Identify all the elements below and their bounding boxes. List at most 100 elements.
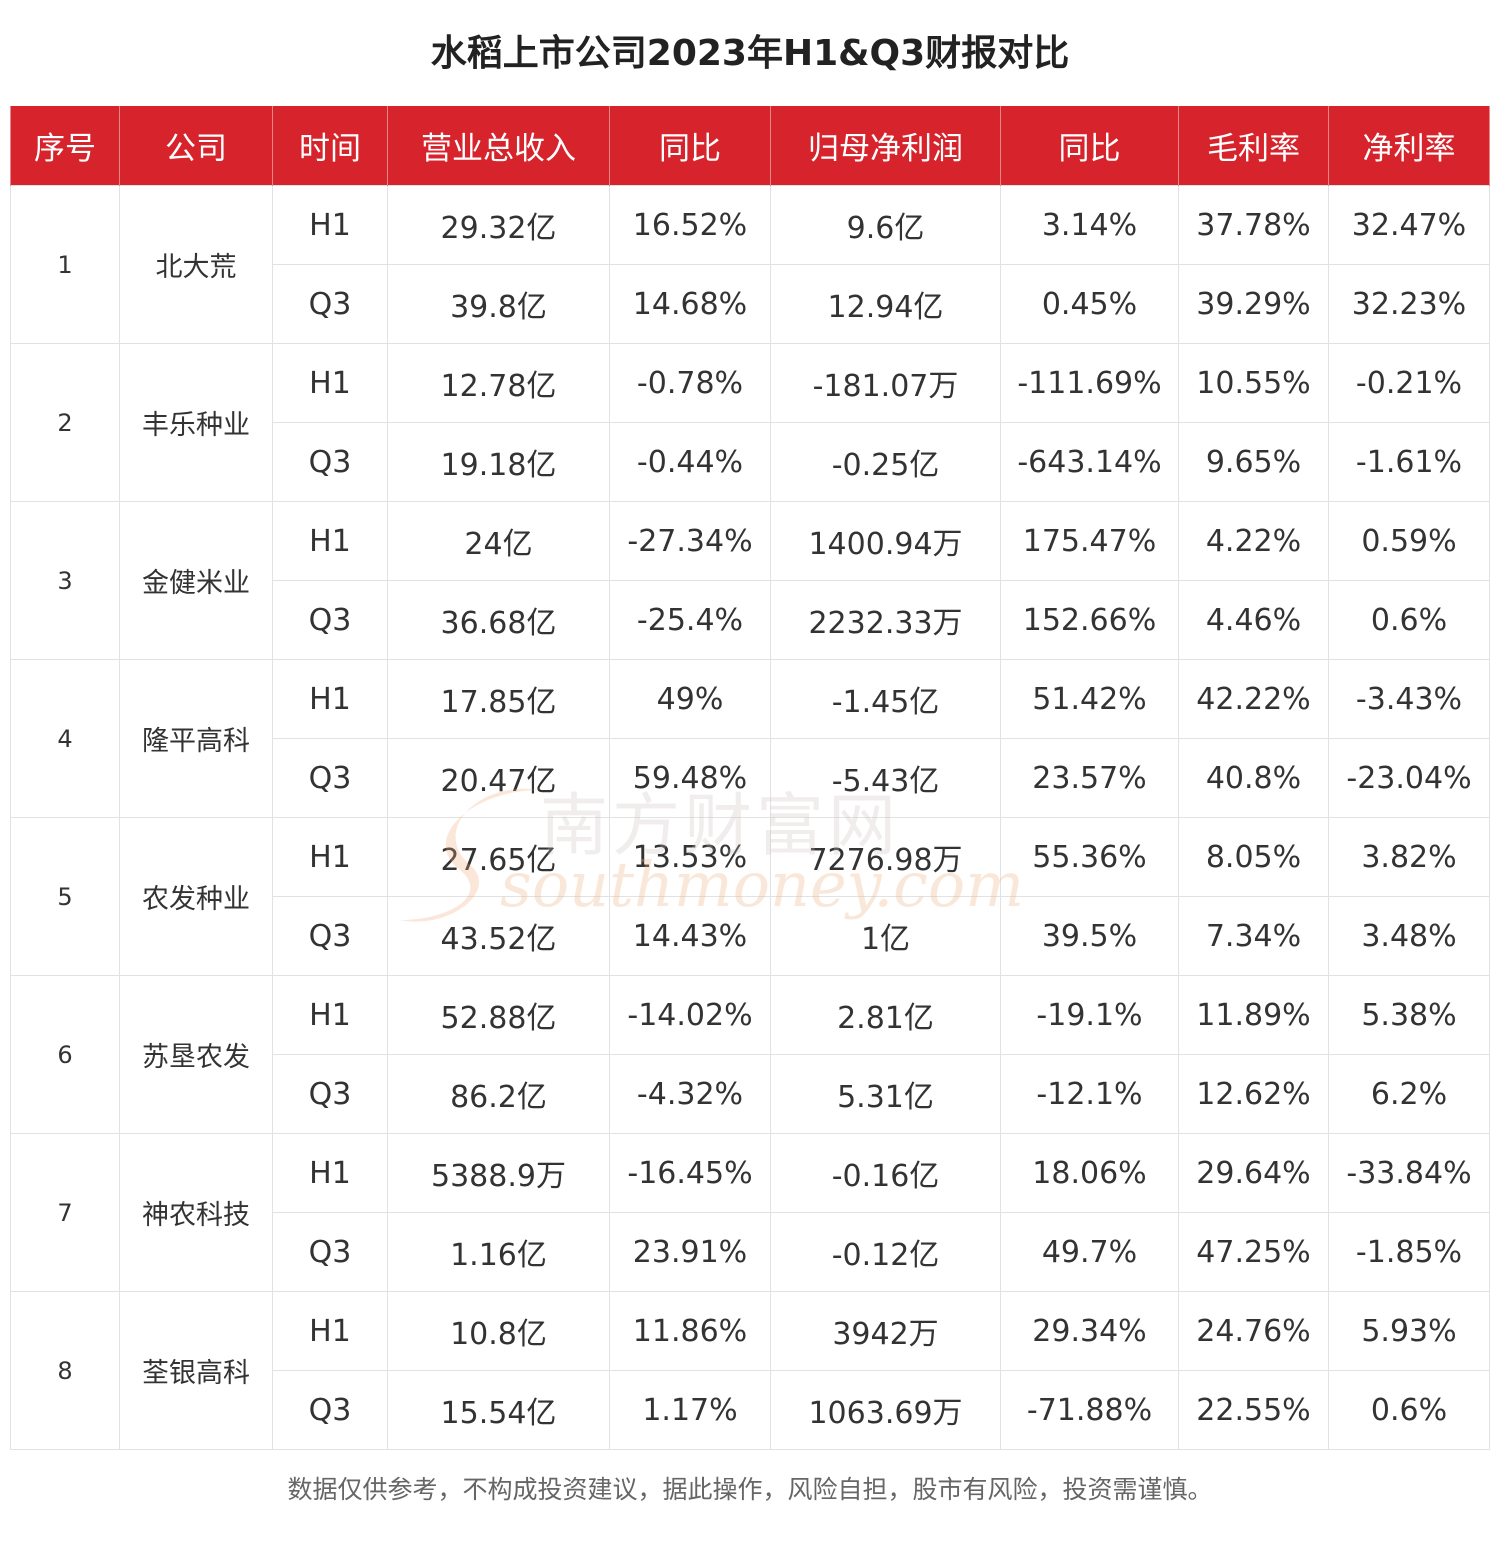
cell-net-margin: 32.47% [1328, 185, 1490, 265]
cell-company: 农发种业 [119, 817, 273, 976]
cell-net-profit: -0.25亿 [770, 422, 1001, 502]
cell-revenue-yoy: 14.68% [609, 264, 771, 344]
cell-gross-margin: 4.22% [1178, 501, 1329, 581]
cell-time: Q3 [272, 580, 388, 660]
cell-revenue: 15.54亿 [387, 1370, 610, 1450]
header-net-margin: 净利率 [1328, 106, 1490, 186]
cell-time: H1 [272, 1133, 388, 1213]
cell-revenue-yoy: -16.45% [609, 1133, 771, 1213]
cell-time: H1 [272, 817, 388, 897]
cell-revenue-yoy: -0.44% [609, 422, 771, 502]
cell-net-margin: 5.93% [1328, 1291, 1490, 1371]
header-seq: 序号 [10, 106, 120, 186]
cell-net-margin: 3.82% [1328, 817, 1490, 897]
cell-revenue-yoy: 11.86% [609, 1291, 771, 1371]
cell-revenue: 19.18亿 [387, 422, 610, 502]
cell-gross-margin: 8.05% [1178, 817, 1329, 897]
cell-net-margin: -1.61% [1328, 422, 1490, 502]
cell-revenue: 52.88亿 [387, 975, 610, 1055]
cell-profit-yoy: 55.36% [1000, 817, 1179, 897]
cell-net-margin: 32.23% [1328, 264, 1490, 344]
table-row: Q3 36.68亿 -25.4% 2232.33万 152.66% 4.46% 0.6% [11, 580, 1490, 660]
cell-profit-yoy: 18.06% [1000, 1133, 1179, 1213]
cell-gross-margin: 29.64% [1178, 1133, 1329, 1213]
cell-profit-yoy: 175.47% [1000, 501, 1179, 581]
cell-revenue: 29.32亿 [387, 185, 610, 265]
cell-profit-yoy: 51.42% [1000, 659, 1179, 739]
cell-time: H1 [272, 343, 388, 423]
cell-revenue-yoy: 49% [609, 659, 771, 739]
cell-revenue-yoy: 23.91% [609, 1212, 771, 1292]
cell-net-profit: 9.6亿 [770, 185, 1001, 265]
table-row: 5 农发种业 H1 27.65亿 13.53% 7276.98万 55.36% 8.05% 3.… [10, 817, 1490, 976]
header-gross-margin: 毛利率 [1178, 106, 1329, 186]
header-company: 公司 [119, 106, 273, 186]
cell-net-profit: -1.45亿 [770, 659, 1001, 739]
cell-revenue: 39.8亿 [387, 264, 610, 344]
cell-net-margin: -23.04% [1328, 738, 1490, 818]
cell-time: Q3 [272, 1212, 388, 1292]
cell-gross-margin: 22.55% [1178, 1370, 1329, 1450]
cell-gross-margin: 24.76% [1178, 1291, 1329, 1371]
cell-profit-yoy: -71.88% [1000, 1370, 1179, 1450]
table-row: Q3 19.18亿 -0.44% -0.25亿 -643.14% 9.65% -1.61% [11, 422, 1490, 502]
table-row: 3 金健米业 H1 24亿 -27.34% 1400.94万 175.47% 4.22% 0.5… [10, 501, 1490, 660]
cell-net-profit: -181.07万 [770, 343, 1001, 423]
cell-revenue: 17.85亿 [387, 659, 610, 739]
cell-net-profit: -0.16亿 [770, 1133, 1001, 1213]
cell-revenue-yoy: -0.78% [609, 343, 771, 423]
cell-net-margin: -0.21% [1328, 343, 1490, 423]
cell-profit-yoy: 152.66% [1000, 580, 1179, 660]
cell-net-profit: 5.31亿 [770, 1054, 1001, 1134]
cell-revenue: 27.65亿 [387, 817, 610, 897]
cell-company: 苏垦农发 [119, 975, 273, 1134]
cell-revenue: 24亿 [387, 501, 610, 581]
cell-revenue-yoy: 1.17% [609, 1370, 771, 1450]
cell-net-profit: 3942万 [770, 1291, 1001, 1371]
cell-profit-yoy: 23.57% [1000, 738, 1179, 818]
cell-gross-margin: 7.34% [1178, 896, 1329, 976]
cell-net-margin: 0.6% [1328, 580, 1490, 660]
cell-time: H1 [272, 975, 388, 1055]
cell-net-margin: 0.6% [1328, 1370, 1490, 1450]
table-row: 2 丰乐种业 H1 12.78亿 -0.78% -181.07万 -111.69% 10.55… [10, 343, 1490, 502]
table-row: 1 北大荒 H1 29.32亿 16.52% 9.6亿 3.14% 37.78% 32.47% [10, 185, 1490, 344]
financial-comparison-table: 序号 公司 时间 营业总收入 同比 归母净利润 同比 毛利率 净利率 1 北大荒 H… [10, 106, 1490, 1450]
cell-seq: 8 [10, 1291, 120, 1450]
cell-time: Q3 [272, 422, 388, 502]
cell-seq: 1 [10, 185, 120, 344]
cell-company: 金健米业 [119, 501, 273, 660]
cell-gross-margin: 42.22% [1178, 659, 1329, 739]
cell-net-profit: 1063.69万 [770, 1370, 1001, 1450]
cell-gross-margin: 37.78% [1178, 185, 1329, 265]
cell-revenue-yoy: -25.4% [609, 580, 771, 660]
cell-net-margin: -1.85% [1328, 1212, 1490, 1292]
cell-company: 神农科技 [119, 1133, 273, 1292]
cell-company: 隆平高科 [119, 659, 273, 818]
cell-revenue-yoy: 59.48% [609, 738, 771, 818]
cell-net-profit: 1亿 [770, 896, 1001, 976]
table-header-row: 序号 公司 时间 营业总收入 同比 归母净利润 同比 毛利率 净利率 [10, 106, 1490, 186]
cell-revenue-yoy: -4.32% [609, 1054, 771, 1134]
cell-seq: 5 [10, 817, 120, 976]
header-profit-yoy: 同比 [1000, 106, 1179, 186]
header-time: 时间 [272, 106, 388, 186]
cell-revenue: 43.52亿 [387, 896, 610, 976]
cell-revenue-yoy: 14.43% [609, 896, 771, 976]
cell-gross-margin: 9.65% [1178, 422, 1329, 502]
cell-seq: 2 [10, 343, 120, 502]
table-row: Q3 15.54亿 1.17% 1063.69万 -71.88% 22.55% 0.6% [11, 1370, 1490, 1450]
cell-revenue-yoy: -27.34% [609, 501, 771, 581]
cell-revenue: 10.8亿 [387, 1291, 610, 1371]
cell-company: 丰乐种业 [119, 343, 273, 502]
table-row: Q3 1.16亿 23.91% -0.12亿 49.7% 47.25% -1.85% [11, 1212, 1490, 1292]
header-net-profit: 归母净利润 [770, 106, 1001, 186]
table-row: 8 荃银高科 H1 10.8亿 11.86% 3942万 29.34% 24.76% 5.93% [10, 1291, 1490, 1450]
cell-net-profit: 1400.94万 [770, 501, 1001, 581]
cell-net-profit: 7276.98万 [770, 817, 1001, 897]
cell-time: Q3 [272, 1054, 388, 1134]
cell-time: Q3 [272, 1370, 388, 1450]
cell-seq: 6 [10, 975, 120, 1134]
cell-seq: 4 [10, 659, 120, 818]
cell-time: Q3 [272, 896, 388, 976]
